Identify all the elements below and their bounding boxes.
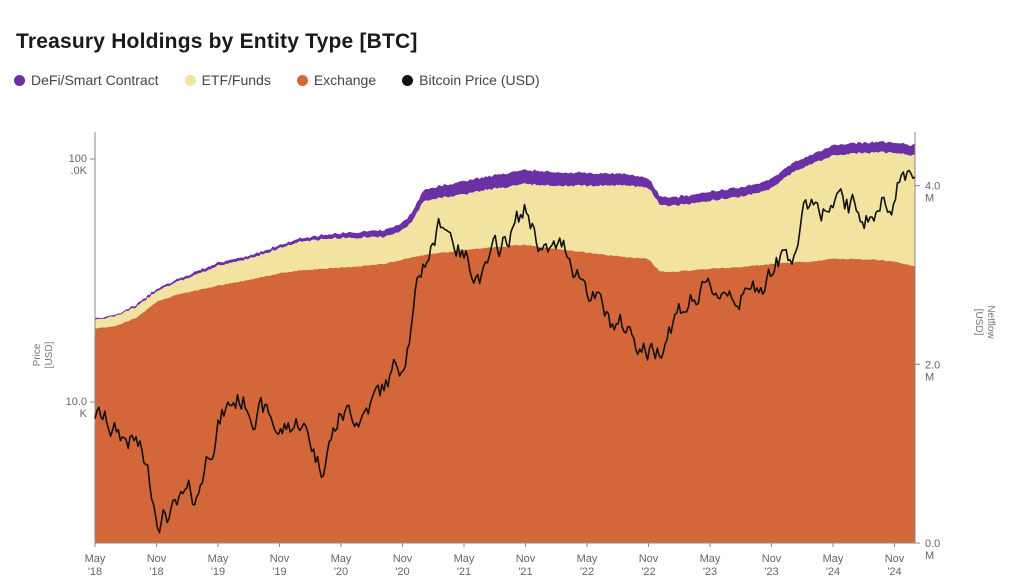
right-tick-label: 0.0 — [925, 538, 940, 550]
legend-label-defi: DeFi/Smart Contract — [31, 72, 159, 88]
area-layer — [95, 141, 915, 544]
x-tick-label: '21 — [457, 566, 471, 578]
legend-item-price[interactable]: Bitcoin Price (USD) — [402, 72, 540, 88]
x-tick-label: '23 — [703, 566, 717, 578]
x-tick-label: '24 — [826, 566, 840, 578]
right-axis-title: Netflow[USD] — [973, 305, 996, 339]
legend-swatch-defi — [14, 74, 25, 86]
legend-label-exchange: Exchange — [313, 72, 377, 88]
left-axis-title: Price [USD] — [32, 341, 55, 368]
x-tick-label: '21 — [518, 566, 532, 578]
chart-title: Treasury Holdings by Entity Type [BTC] — [16, 30, 418, 53]
x-tick-label: Nov — [147, 553, 167, 565]
x-tick-label: '22 — [580, 566, 594, 578]
right-tick-label: M — [925, 550, 934, 562]
x-tick-label: '19 — [272, 566, 286, 578]
legend-swatch-etf — [184, 74, 196, 86]
left-tick-label: K — [80, 408, 88, 420]
legend-label-etf: ETF/Funds — [201, 72, 271, 88]
x-tick-label: '20 — [334, 566, 348, 578]
left-tick-label: .0K — [70, 165, 87, 177]
x-tick-label: '19 — [211, 566, 225, 578]
x-tick-label: Nov — [762, 553, 782, 565]
x-tick-label: Nov — [885, 553, 905, 565]
legend-swatch-price — [402, 74, 414, 86]
x-tick-label: '18 — [88, 566, 102, 578]
right-tick-label: M — [925, 371, 934, 383]
area-defi — [95, 141, 915, 320]
x-tick-label: '24 — [887, 566, 901, 578]
right-tick-label: 2.0 — [925, 359, 940, 371]
x-tick-label: May — [85, 553, 106, 565]
x-tick-label: '18 — [149, 566, 163, 578]
x-tick-label: May — [208, 553, 229, 565]
legend-label-price: Bitcoin Price (USD) — [419, 72, 540, 88]
right-axis-title-line1: Netflow — [985, 305, 996, 339]
x-tick-label: '22 — [641, 566, 655, 578]
x-tick-label: May — [454, 553, 475, 565]
left-axis-title-line1: Price — [32, 343, 43, 366]
left-axis-title-line2: [USD] — [44, 341, 55, 368]
right-tick-label: M — [925, 193, 934, 205]
price-line — [94, 169, 916, 534]
ticks-layer: 100.0K10.0K0.0M2.0M4.0MMay'18Nov'18May'1… — [32, 153, 996, 578]
left-tick-label: 100 — [69, 153, 87, 165]
x-tick-label: '23 — [764, 566, 778, 578]
legend-swatch-exchange — [296, 74, 308, 86]
x-tick-label: Nov — [393, 553, 413, 565]
x-tick-label: May — [331, 553, 352, 565]
right-axis-title-line2: [USD] — [973, 309, 984, 336]
x-tick-label: '20 — [395, 566, 409, 578]
legend-item-etf[interactable]: ETF/Funds — [184, 72, 271, 88]
x-tick-label: May — [577, 553, 598, 565]
chart-legend: DeFi/Smart Contract ETF/Funds Exchange B… — [14, 72, 540, 88]
x-tick-label: May — [700, 553, 721, 565]
legend-item-exchange[interactable]: Exchange — [296, 72, 377, 88]
x-tick-label: Nov — [516, 553, 536, 565]
right-tick-label: 4.0 — [925, 181, 940, 193]
left-tick-label: 10.0 — [66, 396, 87, 408]
x-tick-label: May — [823, 553, 844, 565]
price-layer — [94, 169, 916, 534]
x-tick-label: Nov — [639, 553, 659, 565]
area-exchange — [95, 244, 915, 544]
legend-item-defi[interactable]: DeFi/Smart Contract — [14, 72, 159, 88]
x-tick-label: Nov — [270, 553, 290, 565]
axes-layer — [94, 132, 916, 544]
